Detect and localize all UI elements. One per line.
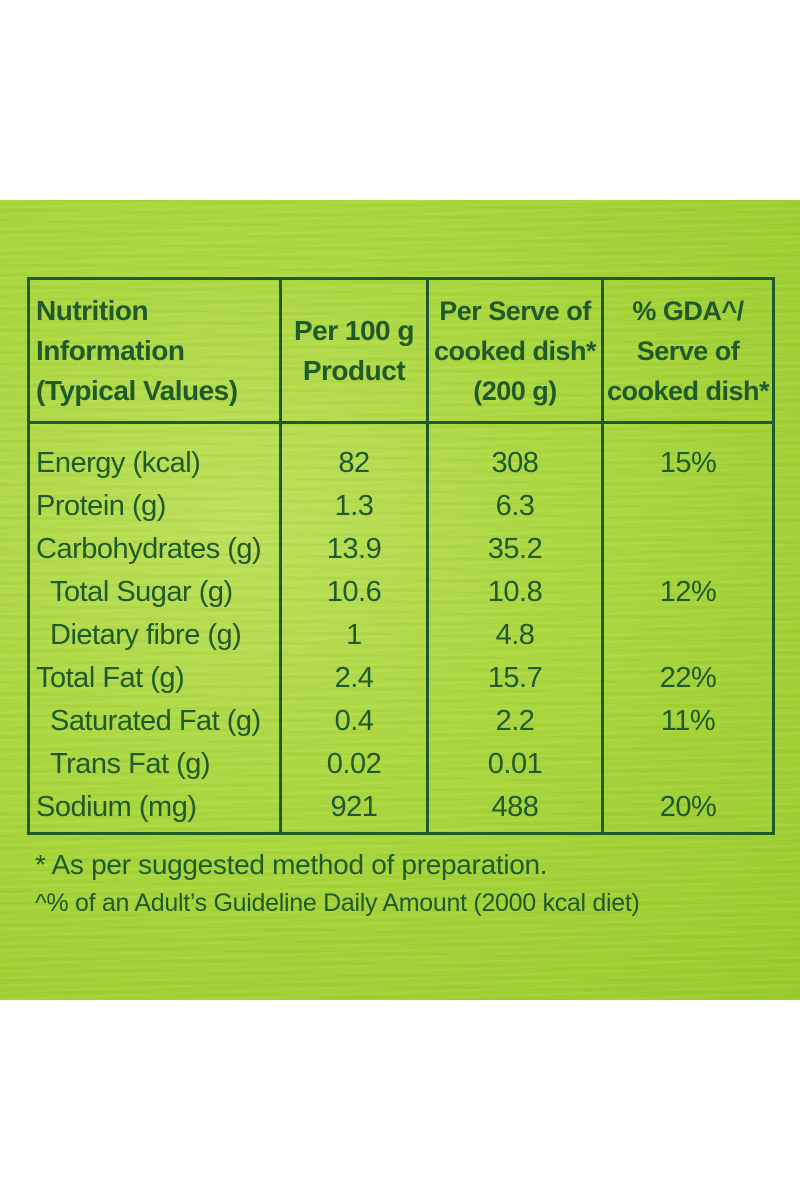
per-100g-value: 1: [346, 619, 362, 651]
nutrition-panel: Nutrition Information (Typical Values) P…: [0, 200, 800, 1000]
gda-value: 22%: [659, 662, 717, 694]
footnotes: * As per suggested method of preparation…: [35, 845, 640, 921]
per-100g-value: 2.4: [334, 662, 374, 694]
header-nutrient: Nutrition Information (Typical Values): [36, 294, 238, 406]
gda-footnote: ^% of an Adult’s Guideline Daily Amount …: [35, 889, 640, 917]
nutrient-name: Total Fat (g): [36, 662, 185, 694]
column-divider: [426, 280, 429, 832]
per-serve-value: 15.7: [487, 662, 543, 694]
nutrient-name: Saturated Fat (g): [50, 705, 261, 737]
header-per-serve: Per Serve of cooked dish* (200 g): [433, 295, 597, 406]
per-100g-value: 921: [330, 791, 378, 823]
per-100g-value: 82: [338, 447, 370, 479]
per-100g-value: 0.02: [326, 748, 382, 780]
table-row: Trans Fat (g) 0.02 0.01: [30, 743, 772, 786]
per-serve-value: 308: [491, 447, 539, 479]
nutrient-name: Trans Fat (g): [50, 748, 211, 780]
gda-value: 12%: [659, 576, 717, 608]
table-row: Sodium (mg) 921 488 20%: [30, 786, 772, 829]
nutrient-name: Sodium (mg): [36, 791, 197, 823]
header-per-100g: Per 100 g Product: [293, 314, 415, 386]
nutrient-name: Total Sugar (g): [50, 576, 233, 608]
nutrient-name: Protein (g): [36, 490, 166, 522]
per-serve-value: 35.2: [487, 533, 543, 565]
table-row: Dietary fibre (g) 1 4.8: [30, 614, 772, 657]
per-serve-value: 0.01: [487, 748, 543, 780]
per-serve-value: 4.8: [495, 619, 535, 651]
per-100g-value: 10.6: [326, 576, 382, 608]
per-serve-value: 2.2: [495, 705, 535, 737]
column-divider: [279, 280, 282, 832]
table-row: Total Fat (g) 2.4 15.7 22%: [30, 657, 772, 700]
table-row: Protein (g) 1.3 6.3: [30, 485, 772, 528]
per-100g-value: 13.9: [326, 533, 382, 565]
per-100g-value: 1.3: [334, 490, 374, 522]
nutrient-name: Dietary fibre (g): [50, 619, 242, 651]
table-row: Saturated Fat (g) 0.4 2.2 11%: [30, 700, 772, 743]
nutrition-table: Nutrition Information (Typical Values) P…: [27, 277, 775, 835]
table-body: Energy (kcal) 82 308 15% Protein (g) 1.3…: [30, 442, 772, 829]
table-row: Total Sugar (g) 10.6 10.8 12%: [30, 571, 772, 614]
table-row: Carbohydrates (g) 13.9 35.2: [30, 528, 772, 571]
per-100g-value: 0.4: [334, 705, 374, 737]
per-serve-value: 6.3: [495, 490, 535, 522]
nutrient-name: Energy (kcal): [36, 447, 201, 479]
nutrient-name: Carbohydrates (g): [36, 533, 262, 565]
per-serve-value: 488: [491, 791, 539, 823]
header-divider: [30, 421, 772, 424]
table-row: Energy (kcal) 82 308 15%: [30, 442, 772, 485]
header-gda: % GDA^/ Serve of cooked dish*: [606, 295, 770, 406]
column-divider: [601, 280, 604, 832]
gda-value: 11%: [660, 705, 716, 737]
gda-value: 20%: [659, 791, 717, 823]
per-serve-value: 10.8: [487, 576, 543, 608]
preparation-footnote: * As per suggested method of preparation…: [35, 849, 548, 880]
gda-value: 15%: [659, 447, 717, 479]
